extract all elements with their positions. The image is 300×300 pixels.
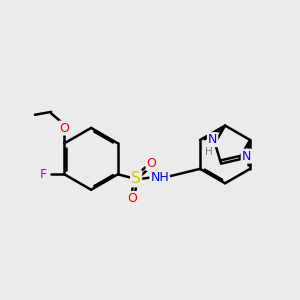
Text: O: O bbox=[127, 192, 137, 205]
Text: O: O bbox=[59, 122, 69, 135]
Text: S: S bbox=[131, 171, 141, 186]
Text: O: O bbox=[146, 157, 156, 170]
Text: F: F bbox=[40, 168, 47, 181]
Text: H: H bbox=[205, 147, 212, 157]
Text: NH: NH bbox=[150, 171, 169, 184]
Text: N: N bbox=[208, 133, 217, 146]
Text: N: N bbox=[242, 150, 251, 163]
